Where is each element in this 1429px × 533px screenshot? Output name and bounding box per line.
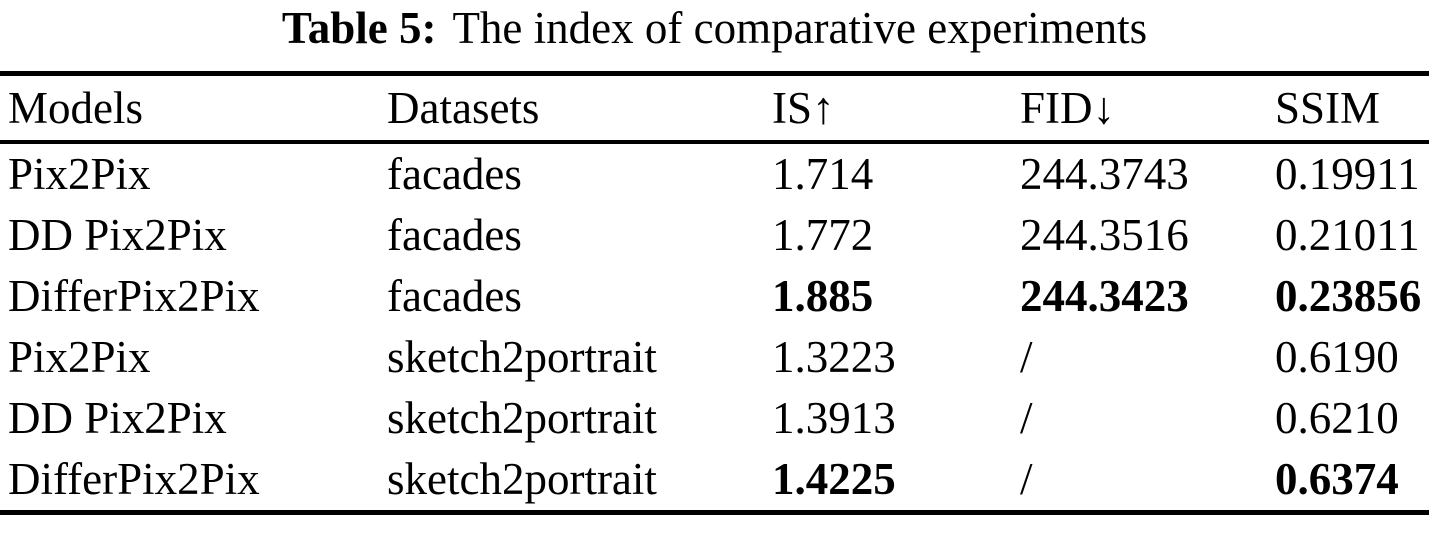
cell-4-is: 1.3913 [772, 393, 896, 444]
cell-3-models: Pix2Pix [8, 332, 151, 383]
cell-3-ssim: 0.6190 [1275, 332, 1399, 383]
cell-0-is: 1.714 [772, 149, 874, 200]
cell-1-datasets: facades [387, 210, 522, 261]
cell-0-ssim: 0.19911 [1275, 149, 1420, 200]
cell-5-ssim: 0.6374 [1275, 454, 1399, 505]
cell-0-fid: 244.3743 [1020, 149, 1189, 200]
table-row: DD Pix2Pix facades 1.772 244.3516 0.21011 [0, 205, 1429, 266]
cell-5-models: DifferPix2Pix [8, 454, 260, 505]
cell-4-models: DD Pix2Pix [8, 393, 227, 444]
cell-2-ssim: 0.23856 [1275, 271, 1422, 322]
table-body: Pix2Pix facades 1.714 244.3743 0.19911 DD Pix… [0, 142, 1429, 513]
cell-0-datasets: facades [387, 149, 522, 200]
cell-2-datasets: facades [387, 271, 522, 322]
column-header-datasets: Datasets [387, 73, 772, 144]
table-row: Pix2Pix sketch2portrait 1.3223 / 0.6190 [0, 327, 1429, 388]
table-caption-number: Table 5: [281, 3, 437, 53]
cell-1-fid: 244.3516 [1020, 210, 1189, 261]
cell-3-datasets: sketch2portrait [387, 332, 657, 383]
cell-1-is: 1.772 [772, 210, 874, 261]
cell-3-fid: / [1020, 332, 1033, 383]
table-row: DD Pix2Pix sketch2portrait 1.3913 / 0.6210 [0, 388, 1429, 449]
cell-5-is: 1.4225 [772, 454, 896, 505]
cell-4-ssim: 0.6210 [1275, 393, 1399, 444]
cell-2-models: DifferPix2Pix [8, 271, 260, 322]
header-row: Models Datasets IS↑ FID↓ SSIM [0, 73, 1429, 144]
cell-2-fid: 244.3423 [1020, 271, 1189, 322]
table-caption-text: The index of comparative experiments [452, 3, 1148, 53]
cell-3-is: 1.3223 [772, 332, 896, 383]
cell-5-datasets: sketch2portrait [387, 454, 657, 505]
cell-4-datasets: sketch2portrait [387, 393, 657, 444]
table-row: DifferPix2Pix facades 1.885 244.3423 0.23856 [0, 266, 1429, 327]
cell-5-fid: / [1020, 454, 1033, 505]
table-row: Pix2Pix facades 1.714 244.3743 0.19911 [0, 142, 1429, 205]
column-header-fid: FID↓ [1020, 73, 1275, 144]
table-row: DifferPix2Pix sketch2portrait 1.4225 / 0.637… [0, 449, 1429, 513]
table-caption: Table 5: The index of comparative experim… [0, 0, 1429, 55]
cell-4-fid: / [1020, 393, 1033, 444]
cell-0-models: Pix2Pix [8, 149, 151, 200]
cell-2-is: 1.885 [772, 271, 874, 322]
column-header-models: Models [0, 73, 387, 144]
column-header-is: IS↑ [772, 73, 1020, 144]
cell-1-ssim: 0.21011 [1275, 210, 1420, 261]
cell-1-models: DD Pix2Pix [8, 210, 227, 261]
column-header-ssim: SSIM [1275, 73, 1429, 144]
results-table: Models Datasets IS↑ FID↓ SSIM Pix2Pix facades… [0, 70, 1429, 515]
